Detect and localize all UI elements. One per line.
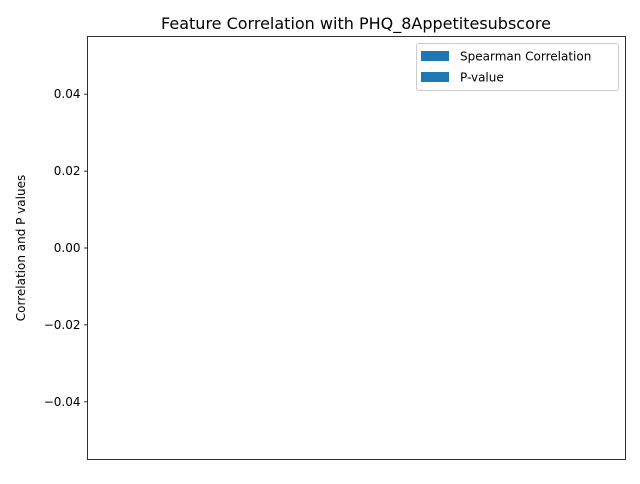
chart-title: Feature Correlation with PHQ_8Appetitesu… bbox=[161, 14, 551, 34]
legend-swatch bbox=[421, 72, 449, 82]
legend-label: P-value bbox=[460, 71, 504, 85]
legend-label: Spearman Correlation bbox=[460, 50, 591, 64]
y-tick-label: −0.04 bbox=[44, 395, 81, 409]
plot-area-frame bbox=[87, 36, 626, 460]
y-tick-label: 0.00 bbox=[54, 241, 81, 255]
legend-frame bbox=[416, 43, 619, 91]
legend: Spearman Correlation P-value bbox=[416, 43, 619, 91]
legend-swatch bbox=[421, 51, 449, 61]
y-tick-label: 0.02 bbox=[54, 164, 81, 178]
y-axis-label: Correlation and P values bbox=[14, 175, 28, 321]
y-tick-label: −0.02 bbox=[44, 318, 81, 332]
y-tick-label: 0.04 bbox=[54, 87, 81, 101]
y-axis-ticks: 0.04 0.02 0.00 −0.02 −0.04 bbox=[44, 87, 88, 409]
